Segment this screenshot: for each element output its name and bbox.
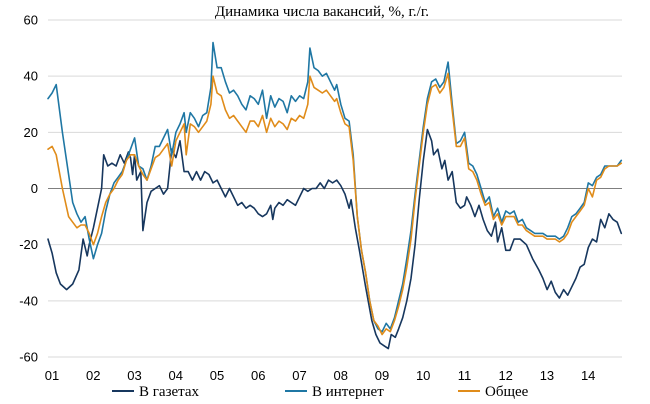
legend: В газетах В интернет Общее bbox=[112, 384, 529, 400]
x-tick-label: 13 bbox=[540, 368, 554, 383]
y-axis-ticks: -60 -40 -20 0 20 40 60 bbox=[19, 13, 38, 365]
x-tick-label: 06 bbox=[251, 368, 265, 383]
x-tick-label: 04 bbox=[168, 368, 182, 383]
x-tick-label: 10 bbox=[416, 368, 430, 383]
x-tick-label: 14 bbox=[581, 368, 595, 383]
y-tick-label: 0 bbox=[31, 181, 38, 196]
y-tick-label: 40 bbox=[24, 69, 38, 84]
x-tick-label: 01 bbox=[45, 368, 59, 383]
x-tick-label: 09 bbox=[375, 368, 389, 383]
x-tick-label: 02 bbox=[86, 368, 100, 383]
x-tick-label: 12 bbox=[498, 368, 512, 383]
x-axis-ticks: 01 02 03 04 05 06 07 08 09 10 11 12 13 14 bbox=[45, 368, 596, 383]
y-tick-label: -20 bbox=[19, 237, 38, 252]
chart-title: Динамика числа вакансий, %, г./г. bbox=[215, 4, 429, 20]
y-tick-label: -40 bbox=[19, 293, 38, 308]
x-tick-label: 05 bbox=[210, 368, 224, 383]
series-line-1 bbox=[47, 41, 623, 333]
gridlines bbox=[48, 19, 622, 358]
legend-label: В интернет bbox=[312, 384, 384, 400]
x-tick-label: 08 bbox=[333, 368, 347, 383]
series-line-0 bbox=[47, 128, 623, 350]
y-tick-label: -60 bbox=[19, 350, 38, 365]
y-tick-label: 20 bbox=[24, 125, 38, 140]
y-tick-label: 60 bbox=[24, 13, 38, 28]
legend-label: Общее bbox=[485, 384, 529, 400]
legend-label: В газетах bbox=[139, 384, 200, 400]
x-tick-label: 03 bbox=[127, 368, 141, 383]
series-line-2 bbox=[47, 72, 623, 336]
x-tick-label: 11 bbox=[458, 368, 472, 383]
x-tick-label: 07 bbox=[292, 368, 306, 383]
series-lines bbox=[47, 41, 623, 350]
